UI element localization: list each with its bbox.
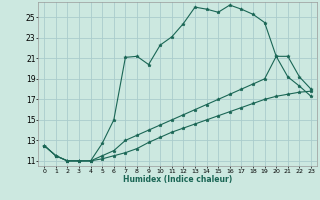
X-axis label: Humidex (Indice chaleur): Humidex (Indice chaleur) [123, 175, 232, 184]
